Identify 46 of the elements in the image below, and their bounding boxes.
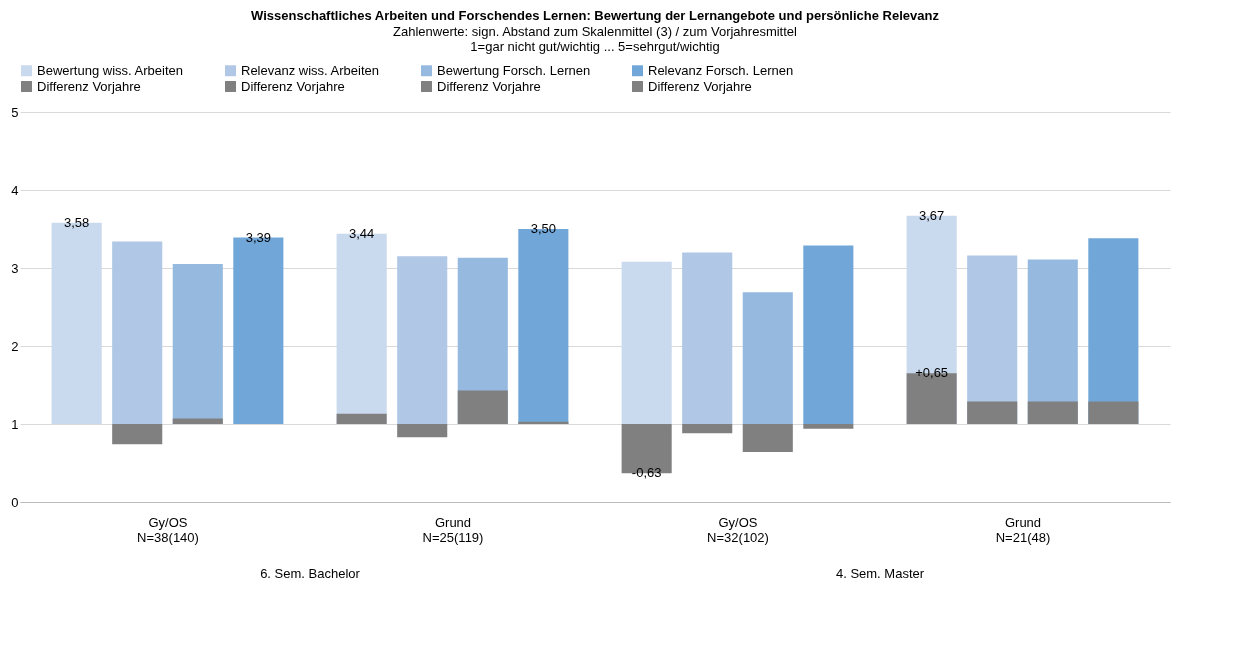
x-tick-label: Gy/OS N=38(140)	[137, 514, 199, 545]
y-tick-label: 5	[11, 104, 19, 120]
text: 4. Sem. Master	[835, 566, 925, 581]
chart-title: Wissenschaftliches Arbeiten und Forschendes Lernen: Bewertung der Lernangebote und persönliche Relevanz	[251, 8, 940, 23]
y-tick-label: 3	[11, 260, 19, 276]
data-label: 3,58	[64, 214, 90, 230]
y-tick-label: 1	[11, 416, 19, 432]
data-label: 3,44	[349, 225, 375, 241]
data-label: +0,65	[915, 365, 949, 381]
bar	[112, 424, 163, 445]
bar	[1027, 401, 1078, 424]
legend-label: Relevanz Forsch. Lernen	[648, 62, 794, 78]
legend-label: Bewertung Forsch. Lernen	[437, 62, 591, 78]
legend-label: Differenz Vorjahre	[241, 78, 345, 94]
x-tick-label: Gy/OS N=32(102)	[707, 514, 769, 545]
data-label: -0,63	[631, 465, 662, 481]
data-label: 3,50	[530, 221, 556, 236]
bar	[803, 424, 854, 429]
bar	[397, 424, 448, 438]
data-label: 3,67	[919, 207, 945, 223]
bar	[112, 241, 163, 424]
x-tick-label: Grund N=21(48)	[995, 514, 1051, 545]
legend-label: Differenz Vorjahre	[437, 78, 541, 94]
data-label: 3,39	[245, 229, 271, 245]
text: 6. Sem. Bachelor	[260, 566, 361, 581]
bar	[742, 292, 793, 424]
bar	[967, 401, 1018, 424]
legend-label: Bewertung wiss. Arbeiten	[37, 62, 183, 78]
bar	[457, 390, 508, 424]
y-tick-label: 4	[11, 182, 19, 198]
legend-label: Differenz Vorjahre	[37, 78, 141, 94]
bar	[336, 413, 387, 424]
legend-label: Differenz Vorjahre	[648, 78, 752, 94]
bar	[803, 245, 854, 424]
bar	[682, 424, 733, 434]
bar	[621, 261, 672, 424]
y-tick-label: 0	[11, 494, 19, 510]
bar	[682, 252, 733, 424]
legend-label: Relevanz wiss. Arbeiten	[241, 62, 380, 78]
bar	[742, 424, 793, 453]
x-tick-label: Grund N=25(119)	[422, 514, 484, 545]
bar	[172, 418, 223, 424]
y-tick-label: 2	[11, 338, 19, 354]
bar	[1088, 401, 1139, 424]
bar	[397, 256, 448, 424]
chart-subtitle: Zahlenwerte: sign. Abstand zum Skalenmittel (3) / zum Vorjahresmittel 1=gar nicht gut/wichtig ... 5=sehrgut/wichtig	[393, 24, 798, 54]
